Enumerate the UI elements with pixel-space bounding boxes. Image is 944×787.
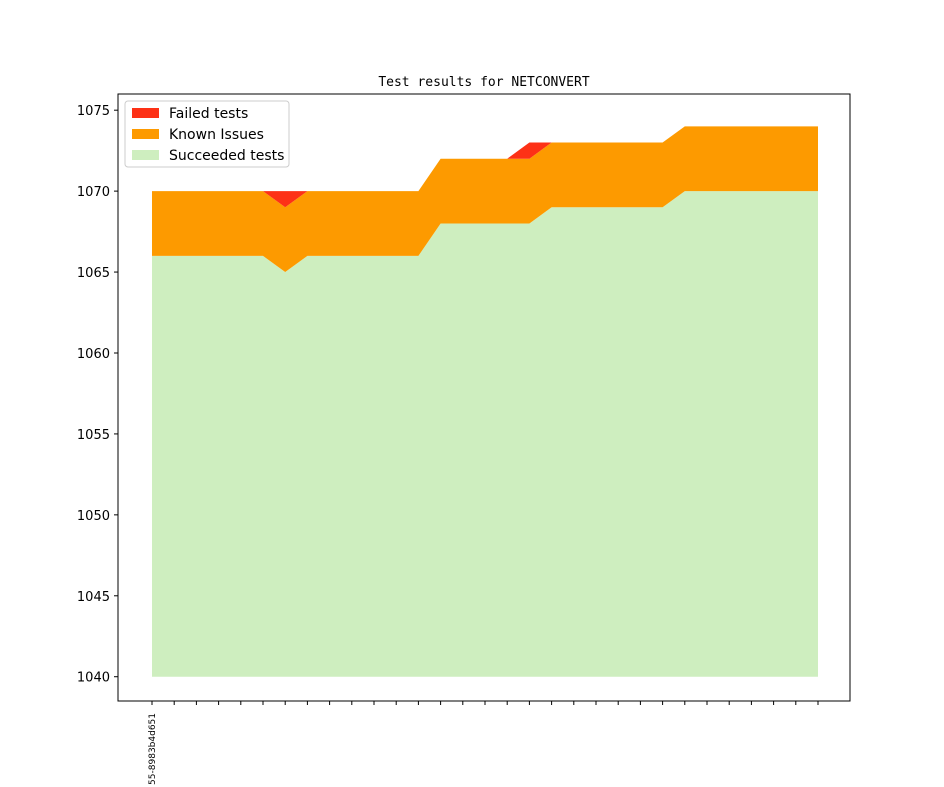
legend-label-failed-tests: Failed tests (169, 106, 248, 122)
legend: Failed tests Known Issues Succeeded tests (124, 100, 290, 168)
y-tick-label: 1040 (77, 671, 110, 686)
y-tick-label: 1075 (77, 104, 110, 119)
legend-label-succeeded-tests: Succeeded tests (169, 148, 284, 164)
legend-swatch-known-issues (132, 129, 159, 139)
legend-swatch-succeeded-tests (132, 150, 159, 160)
y-tick-label: 1065 (77, 266, 110, 281)
y-tick-label: 1045 (77, 590, 110, 605)
x-axis: 55-8983b4d651 (148, 701, 819, 785)
y-axis: 1040 1045 1050 1055 1060 1065 1070 1075 (77, 104, 118, 686)
chart-title: Test results for NETCONVERT (378, 75, 589, 90)
plot-frame (117, 93, 851, 702)
legend-label-known-issues: Known Issues (169, 127, 264, 143)
legend-swatch-failed-tests (132, 108, 159, 118)
y-tick-label: 1070 (77, 185, 110, 200)
area-known-issues (152, 126, 818, 273)
legend-box (124, 100, 290, 168)
y-tick-label: 1055 (77, 428, 110, 443)
y-tick-label: 1050 (77, 509, 110, 524)
x-tick-label: 55-8983b4d651 (148, 713, 158, 785)
area-layers (152, 126, 818, 677)
area-succeeded-tests (152, 191, 818, 677)
y-tick-label: 1060 (77, 347, 110, 362)
